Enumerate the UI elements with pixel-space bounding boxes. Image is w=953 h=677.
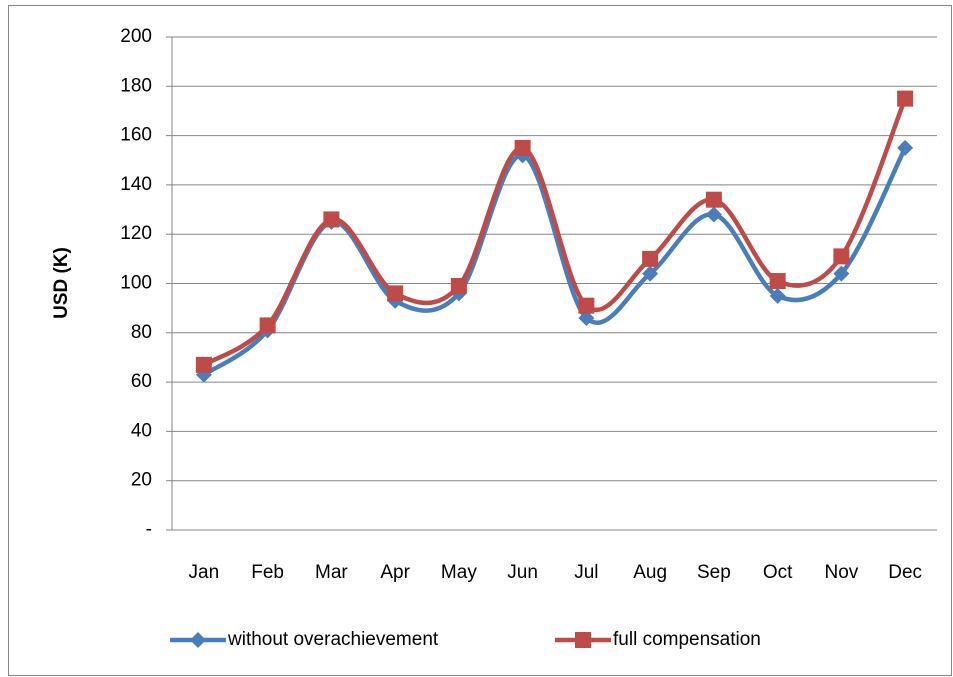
x-tick-label: Jan [189, 562, 220, 583]
legend-label: without overachievement [227, 629, 439, 650]
data-point [514, 139, 531, 156]
y-tick-label: 100 [120, 273, 152, 294]
y-tick-label: 140 [120, 174, 152, 195]
data-point [769, 287, 786, 304]
y-tick-label: 80 [131, 322, 152, 343]
data-point [578, 297, 595, 314]
x-tick-label: Nov [824, 562, 858, 583]
data-point [833, 248, 850, 265]
data-point [897, 139, 914, 156]
x-tick-label: Dec [888, 562, 922, 583]
legend-marker [575, 632, 591, 648]
y-tick-label: 180 [120, 75, 152, 96]
data-point [833, 265, 850, 282]
x-tick-label: Jul [574, 562, 598, 583]
y-tick-label: - [146, 519, 152, 540]
y-tick-label: 20 [131, 470, 152, 491]
x-tick-label: Mar [315, 562, 348, 583]
data-point [387, 285, 404, 302]
x-tick-label: Sep [697, 562, 731, 583]
data-point [897, 90, 914, 107]
x-tick-label: Jun [507, 562, 538, 583]
data-point [450, 277, 467, 294]
y-tick-label: 60 [131, 371, 152, 392]
y-tick-label: 40 [131, 420, 152, 441]
data-point [259, 317, 276, 334]
x-tick-label: Aug [633, 562, 667, 583]
x-tick-label: May [441, 562, 477, 583]
data-point [705, 191, 722, 208]
chart-border [8, 5, 952, 676]
data-point [705, 206, 722, 223]
data-point [769, 273, 786, 290]
y-axis-label: USD (K) [51, 247, 72, 319]
x-tick-label: Feb [251, 562, 284, 583]
legend-marker [190, 632, 206, 648]
y-tick-label: 200 [120, 26, 152, 47]
data-point [578, 310, 595, 327]
y-tick-label: 160 [120, 125, 152, 146]
data-point [642, 265, 659, 282]
x-tick-label: Oct [763, 562, 793, 583]
data-point [323, 211, 340, 228]
data-point [642, 250, 659, 267]
legend-label: full compensation [613, 629, 761, 650]
x-tick-label: Apr [380, 562, 410, 583]
data-point [195, 356, 212, 373]
y-tick-label: 120 [120, 223, 152, 244]
